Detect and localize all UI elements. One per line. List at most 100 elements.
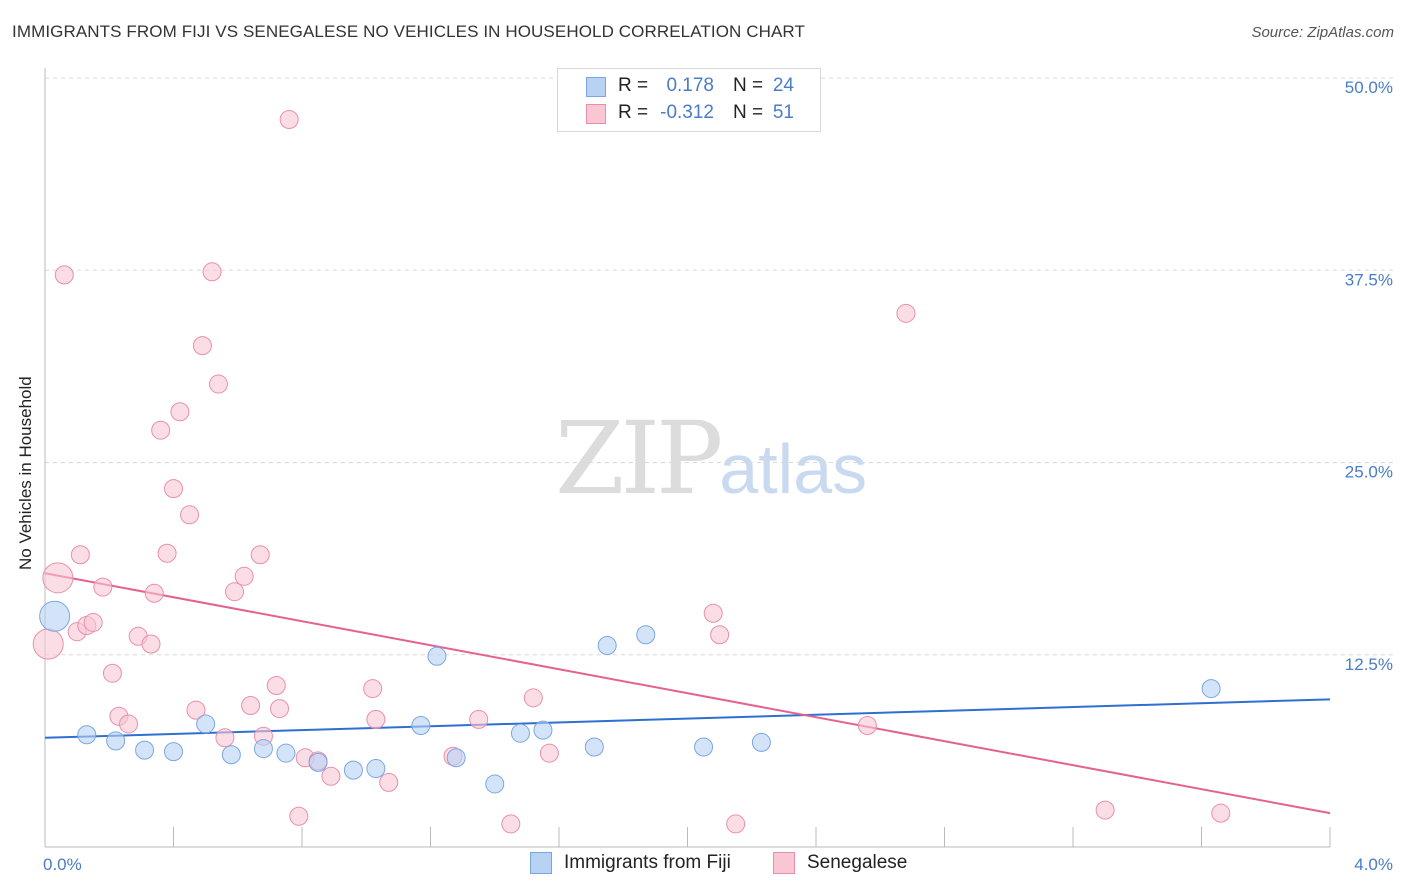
fiji-point — [751, 732, 771, 752]
source-label: Source: ZipAtlas.com — [1251, 24, 1394, 41]
fiji-point — [343, 760, 363, 780]
y-tick-label: 12.5% — [1345, 655, 1393, 674]
senegalese-point — [1095, 800, 1115, 820]
senegalese-point — [170, 402, 190, 422]
senegalese-point — [102, 663, 122, 683]
senegalese-point — [266, 676, 286, 696]
senegalese-point — [896, 303, 916, 323]
senegalese-point — [144, 583, 164, 603]
senegalese-point — [321, 766, 341, 786]
fiji-swatch — [530, 852, 552, 874]
senegalese-point — [215, 728, 235, 748]
senegalese-swatch — [773, 852, 795, 874]
fiji-point — [106, 731, 126, 751]
fiji-point — [253, 739, 273, 759]
senegalese-point — [379, 772, 399, 792]
senegalese-point — [234, 566, 254, 586]
correlation-legend: R = 0.178 N = 24 R = -0.312 N = 51 — [557, 68, 821, 132]
fiji-swatch — [586, 77, 606, 97]
fiji-point — [196, 714, 216, 734]
legend-label-fiji: Immigrants from Fiji — [564, 852, 731, 873]
senegalese-point — [501, 814, 521, 834]
senegalese-point — [54, 265, 74, 285]
senegalese-point — [726, 814, 746, 834]
senegalese-point — [32, 628, 64, 660]
fiji-point — [510, 723, 530, 743]
senegalese-point — [208, 374, 228, 394]
senegalese-point — [192, 336, 212, 356]
fiji-point — [427, 646, 447, 666]
fiji-point — [39, 600, 71, 632]
legend-row-senegalese: R = -0.312 N = 51 — [558, 100, 820, 126]
fiji-point — [411, 715, 431, 735]
data-points — [32, 110, 1231, 834]
senegalese-point — [42, 562, 74, 594]
senegalese-point — [363, 679, 383, 699]
n-label: N = — [733, 102, 764, 123]
senegalese-point — [83, 612, 103, 632]
legend-row-fiji: R = 0.178 N = 24 — [558, 73, 820, 99]
fiji-point — [485, 774, 505, 794]
senegalese-point — [270, 699, 290, 719]
fiji-point — [694, 737, 714, 757]
senegalese-point — [157, 543, 177, 563]
fiji-point — [77, 725, 97, 745]
legend-item-senegalese: Senegalese — [773, 852, 907, 874]
senegalese-trend-line — [44, 572, 1331, 815]
senegalese-point — [857, 715, 877, 735]
senegalese-point — [202, 262, 222, 282]
x-tick-label-max: 4.0% — [1354, 855, 1393, 874]
fiji-point — [1201, 679, 1221, 699]
fiji-point — [584, 737, 604, 757]
senegalese-point — [523, 688, 543, 708]
senegalese-point — [703, 603, 723, 623]
senegalese-point — [180, 505, 200, 525]
fiji-point — [366, 759, 386, 779]
senegalese-point — [469, 709, 489, 729]
chart-title: IMMIGRANTS FROM FIJI VS SENEGALESE NO VE… — [12, 22, 805, 41]
senegalese-point — [539, 743, 559, 763]
senegalese-point — [241, 696, 261, 716]
n-value: 51 — [772, 102, 794, 123]
fiji-point — [164, 742, 183, 762]
senegalese-point — [93, 577, 113, 597]
fiji-trend-line — [44, 698, 1331, 739]
watermark-zip: ZIP — [555, 400, 723, 517]
legend-item-fiji: Immigrants from Fiji — [530, 852, 731, 874]
y-tick-label: 50.0% — [1345, 78, 1393, 97]
watermark-atlas: atlas — [719, 430, 868, 508]
fiji-point — [221, 745, 241, 765]
x-tick-label-min: 0.0% — [43, 855, 82, 874]
n-value: 24 — [772, 75, 794, 96]
senegalese-point — [164, 479, 183, 499]
y-tick-label: 37.5% — [1345, 270, 1393, 289]
senegalese-point — [186, 700, 206, 720]
r-label: R = — [618, 75, 649, 96]
senegalese-point — [710, 625, 730, 645]
fiji-point — [533, 720, 553, 740]
fiji-point — [597, 636, 617, 656]
r-label: R = — [618, 102, 649, 123]
axes — [44, 68, 1331, 848]
fiji-point — [276, 743, 296, 763]
tick-labels: 12.5% 25.0% 37.5% 50.0% 0.0% 4.0% — [43, 78, 1393, 874]
senegalese-point — [151, 420, 171, 440]
r-value: -0.312 — [660, 102, 714, 123]
senegalese-point — [141, 634, 161, 654]
legend-label-senegalese: Senegalese — [807, 852, 908, 873]
senegalese-point — [70, 545, 90, 565]
r-value: 0.178 — [666, 75, 714, 96]
senegalese-point — [366, 709, 386, 729]
y-tick-label: 25.0% — [1345, 463, 1393, 482]
n-label: N = — [733, 75, 764, 96]
senegalese-point — [250, 545, 270, 565]
fiji-point — [308, 752, 328, 772]
trend-lines — [44, 572, 1331, 815]
fiji-point — [446, 748, 466, 768]
watermark: ZIPatlas — [555, 400, 867, 517]
senegalese-point — [279, 110, 299, 130]
senegalese-swatch — [586, 104, 606, 124]
senegalese-point — [1211, 803, 1231, 823]
series-legend: Immigrants from Fiji Senegalese — [0, 852, 1406, 878]
